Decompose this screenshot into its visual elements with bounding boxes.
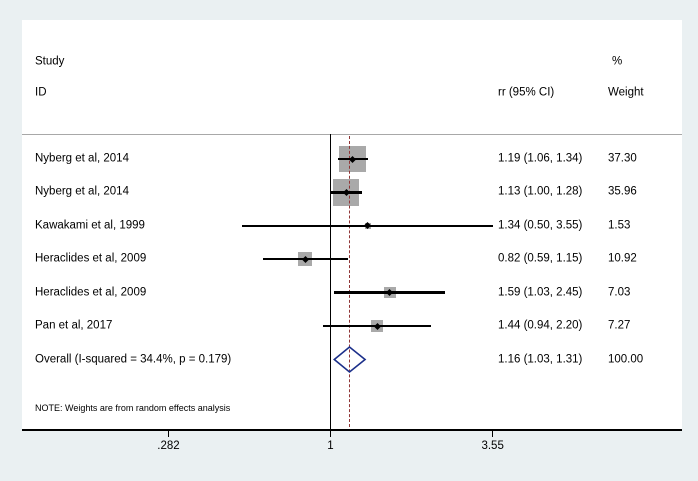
column-header-id: ID <box>35 86 47 99</box>
header-divider-line <box>22 134 682 135</box>
weight-value: 1.53 <box>608 219 631 232</box>
x-axis-tick-label: 3.55 <box>481 440 504 452</box>
overall-rr-ci-value: 1.16 (1.03, 1.31) <box>498 353 583 365</box>
column-header-weight: Weight <box>608 86 644 99</box>
overall-estimate-dashed-line <box>348 136 350 427</box>
rr-ci-value: 1.13 (1.00, 1.28) <box>498 185 583 198</box>
rr-ci-value: 1.34 (0.50, 3.55) <box>498 219 583 232</box>
rr-ci-value: 1.59 (1.03, 2.45) <box>498 286 583 299</box>
x-axis-tick <box>491 431 494 437</box>
rr-ci-value: 1.44 (0.94, 2.20) <box>498 319 583 332</box>
study-label: Heraclides et al, 2009 <box>35 252 147 265</box>
x-axis-line <box>22 429 682 431</box>
weight-value: 37.30 <box>608 152 637 165</box>
study-label: Kawakami et al, 1999 <box>35 219 145 232</box>
study-label: Pan et al, 2017 <box>35 319 113 332</box>
column-header-percent: % <box>612 55 623 68</box>
weight-value: 10.92 <box>608 252 637 265</box>
rr-ci-value: 0.82 (0.59, 1.15) <box>498 252 583 265</box>
column-header-rr-ci: rr (95% CI) <box>498 86 555 99</box>
weight-value: 35.96 <box>608 185 637 198</box>
weight-value: 7.03 <box>608 286 631 299</box>
study-label: Nyberg et al, 2014 <box>35 185 129 198</box>
study-label: Heraclides et al, 2009 <box>35 286 147 299</box>
study-label: Nyberg et al, 2014 <box>35 152 129 165</box>
rr-ci-value: 1.19 (1.06, 1.34) <box>498 152 583 165</box>
x-axis-tick <box>167 431 170 437</box>
column-header-study: Study <box>35 55 65 68</box>
note-text: NOTE: Weights are from random effects an… <box>35 403 231 413</box>
x-axis-tick-label: .282 <box>157 440 180 452</box>
x-axis-tick <box>329 431 332 437</box>
overall-label: Overall (I-squared = 34.4%, p = 0.179) <box>35 353 232 365</box>
null-effect-line <box>329 134 332 430</box>
x-axis-tick-label: 1 <box>327 440 334 452</box>
weight-value: 7.27 <box>608 319 631 332</box>
overall-weight-value: 100.00 <box>608 353 644 365</box>
